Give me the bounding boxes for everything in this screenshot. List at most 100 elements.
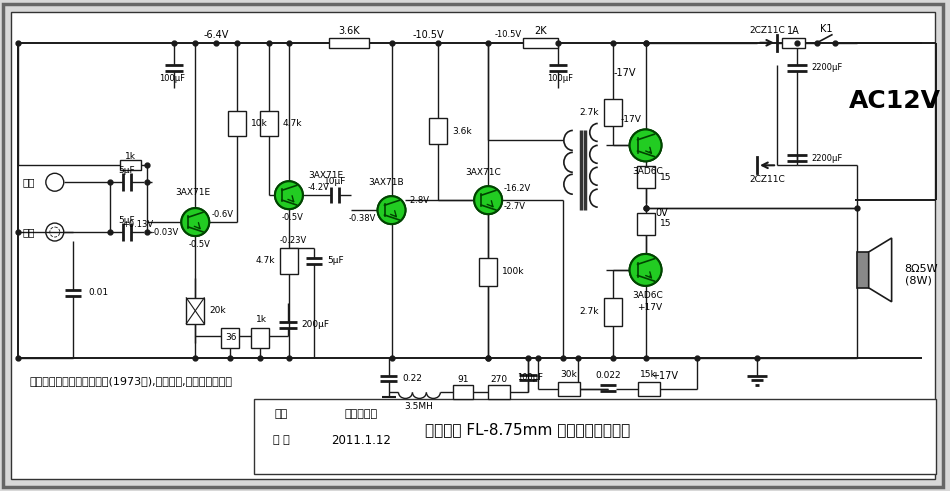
Text: +17V: +17V <box>637 303 662 312</box>
Text: -4.2V: -4.2V <box>308 183 330 191</box>
Text: 日 期: 日 期 <box>273 436 290 445</box>
Text: -6.4V: -6.4V <box>203 30 229 40</box>
Bar <box>636 166 655 188</box>
Bar <box>280 248 298 274</box>
Text: 0V: 0V <box>656 208 668 218</box>
Text: 秦皇岛阿昌: 秦皇岛阿昌 <box>345 409 378 419</box>
Circle shape <box>630 254 661 286</box>
Text: 15: 15 <box>659 219 671 228</box>
Circle shape <box>181 208 209 236</box>
Text: -0.03V: -0.03V <box>152 227 180 237</box>
Text: 100k: 100k <box>503 268 524 276</box>
Circle shape <box>377 196 406 224</box>
Text: 2CZ11C: 2CZ11C <box>750 27 785 35</box>
Text: 河北保定 FL-8.75mm 电影扩音机原理图: 河北保定 FL-8.75mm 电影扩音机原理图 <box>426 422 631 437</box>
Bar <box>120 161 142 170</box>
Polygon shape <box>868 238 892 302</box>
Text: 36: 36 <box>225 333 237 342</box>
Text: 制图: 制图 <box>275 409 288 419</box>
Text: -17V: -17V <box>620 115 641 124</box>
Text: 200μF: 200μF <box>302 320 330 329</box>
Bar <box>254 399 937 474</box>
Text: -0.38V: -0.38V <box>349 214 375 222</box>
Text: 话筒: 话筒 <box>23 177 35 187</box>
Text: 3AD6C: 3AD6C <box>632 291 663 300</box>
Text: 磁头: 磁头 <box>23 227 35 237</box>
Circle shape <box>474 186 503 214</box>
Text: -0.5V: -0.5V <box>188 240 210 248</box>
Circle shape <box>630 130 661 162</box>
Text: 4.7k: 4.7k <box>256 256 275 266</box>
Text: 2011.1.12: 2011.1.12 <box>332 434 391 447</box>
Text: 30k: 30k <box>560 370 578 379</box>
Bar <box>636 213 655 235</box>
Text: +17V: +17V <box>651 371 677 381</box>
Text: 2K: 2K <box>534 26 547 36</box>
Text: -0.6V: -0.6V <box>211 210 233 218</box>
Circle shape <box>377 196 406 224</box>
Text: -10.5V: -10.5V <box>412 30 445 40</box>
Text: 3AX71C: 3AX71C <box>466 168 501 177</box>
Text: -2.7V: -2.7V <box>504 202 526 211</box>
Circle shape <box>474 186 503 214</box>
Text: K1: K1 <box>820 24 832 34</box>
Text: 100μF: 100μF <box>547 74 573 83</box>
Text: 0.01: 0.01 <box>88 288 109 298</box>
Circle shape <box>275 181 303 209</box>
Text: -17V: -17V <box>613 68 636 78</box>
Bar <box>221 327 239 348</box>
Text: 100μF: 100μF <box>517 373 543 382</box>
Bar <box>251 327 269 348</box>
Text: 2200μF: 2200μF <box>811 154 843 163</box>
Text: 3.6K: 3.6K <box>338 26 359 36</box>
Text: 2CZ11C: 2CZ11C <box>750 175 785 184</box>
Text: 2.7k: 2.7k <box>580 307 598 316</box>
Circle shape <box>630 130 661 162</box>
Text: 1k: 1k <box>125 152 136 161</box>
Bar <box>260 110 278 136</box>
Text: 5μF: 5μF <box>119 166 135 175</box>
Text: 100μF: 100μF <box>160 74 185 83</box>
Text: 2200μF: 2200μF <box>811 63 843 72</box>
Text: AC12V: AC12V <box>848 88 940 112</box>
Bar <box>488 385 510 399</box>
Bar <box>603 99 621 127</box>
Text: -0.23V: -0.23V <box>279 236 307 245</box>
Bar <box>186 298 204 324</box>
Bar <box>329 38 369 48</box>
Bar <box>603 298 621 326</box>
Text: -16.2V: -16.2V <box>504 184 531 192</box>
Text: 15k: 15k <box>640 370 656 379</box>
Bar <box>558 382 580 396</box>
Text: 5μF: 5μF <box>119 216 135 224</box>
Text: -2.8V: -2.8V <box>408 196 429 205</box>
Text: 270: 270 <box>490 375 507 384</box>
Text: 我接触的第一个电影扩音机(1973年),电路简捷,综合效果不错。: 我接触的第一个电影扩音机(1973年),电路简捷,综合效果不错。 <box>29 377 233 386</box>
Text: 15: 15 <box>659 173 671 182</box>
Text: 2.7k: 2.7k <box>580 108 598 117</box>
Text: -0.5V: -0.5V <box>282 213 304 221</box>
Text: 3.6k: 3.6k <box>452 127 472 136</box>
Text: 3.5MH: 3.5MH <box>404 402 433 411</box>
Text: -10.5V: -10.5V <box>495 30 522 39</box>
Bar <box>228 110 246 136</box>
Text: 8Ω5W
(8W): 8Ω5W (8W) <box>904 264 939 286</box>
Text: 3AX71E: 3AX71E <box>308 171 343 180</box>
Circle shape <box>275 181 303 209</box>
Text: 10k: 10k <box>251 119 268 128</box>
Text: 3AX71B: 3AX71B <box>369 178 405 187</box>
Bar <box>429 118 447 144</box>
Bar <box>453 385 473 399</box>
Bar <box>637 382 659 396</box>
Text: 0.22: 0.22 <box>403 374 423 383</box>
Text: 91: 91 <box>458 375 469 384</box>
Text: 10μF: 10μF <box>324 177 346 186</box>
Text: 5μF: 5μF <box>328 256 345 266</box>
Bar <box>782 38 805 48</box>
Bar <box>479 258 497 286</box>
Text: 3AD6C: 3AD6C <box>632 167 663 176</box>
Text: +0.13V: +0.13V <box>122 219 153 229</box>
Text: 20k: 20k <box>209 306 226 315</box>
Text: 4.7k: 4.7k <box>283 119 302 128</box>
Bar <box>523 38 558 48</box>
